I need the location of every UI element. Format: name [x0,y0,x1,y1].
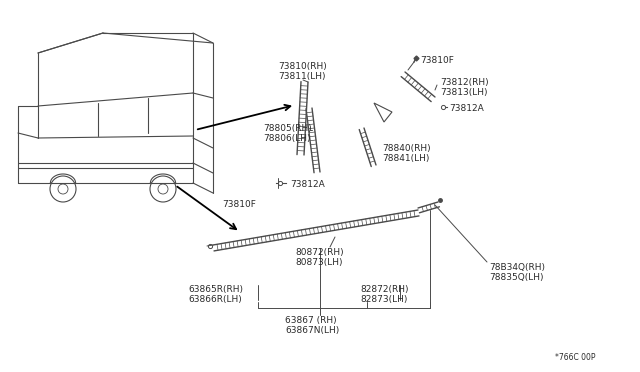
Text: 73811(LH): 73811(LH) [278,72,326,81]
Text: 78840(RH): 78840(RH) [382,144,431,153]
Text: 82873(LH): 82873(LH) [360,295,408,304]
Text: 73812A: 73812A [290,180,324,189]
Text: *766C 00P: *766C 00P [555,353,595,362]
Text: 73812A: 73812A [449,104,484,113]
Text: 78835Q(LH): 78835Q(LH) [489,273,543,282]
Text: 78B34Q(RH): 78B34Q(RH) [489,263,545,272]
Text: 73810F: 73810F [222,200,256,209]
Text: 82872(RH): 82872(RH) [360,285,408,294]
Text: 73810F: 73810F [420,56,454,65]
Text: 78841(LH): 78841(LH) [382,154,429,163]
Text: 80873(LH): 80873(LH) [295,258,342,267]
Text: 63867N(LH): 63867N(LH) [285,326,339,335]
Text: 73812(RH): 73812(RH) [440,78,488,87]
Text: 63866R(LH): 63866R(LH) [188,295,242,304]
Text: 80872(RH): 80872(RH) [295,248,344,257]
Text: 78805(RH): 78805(RH) [263,124,312,133]
Text: 78806(LH): 78806(LH) [263,134,310,143]
Text: 73813(LH): 73813(LH) [440,88,488,97]
Text: 63867 (RH): 63867 (RH) [285,316,337,325]
Text: 73810(RH): 73810(RH) [278,62,327,71]
Text: 63865R(RH): 63865R(RH) [188,285,243,294]
